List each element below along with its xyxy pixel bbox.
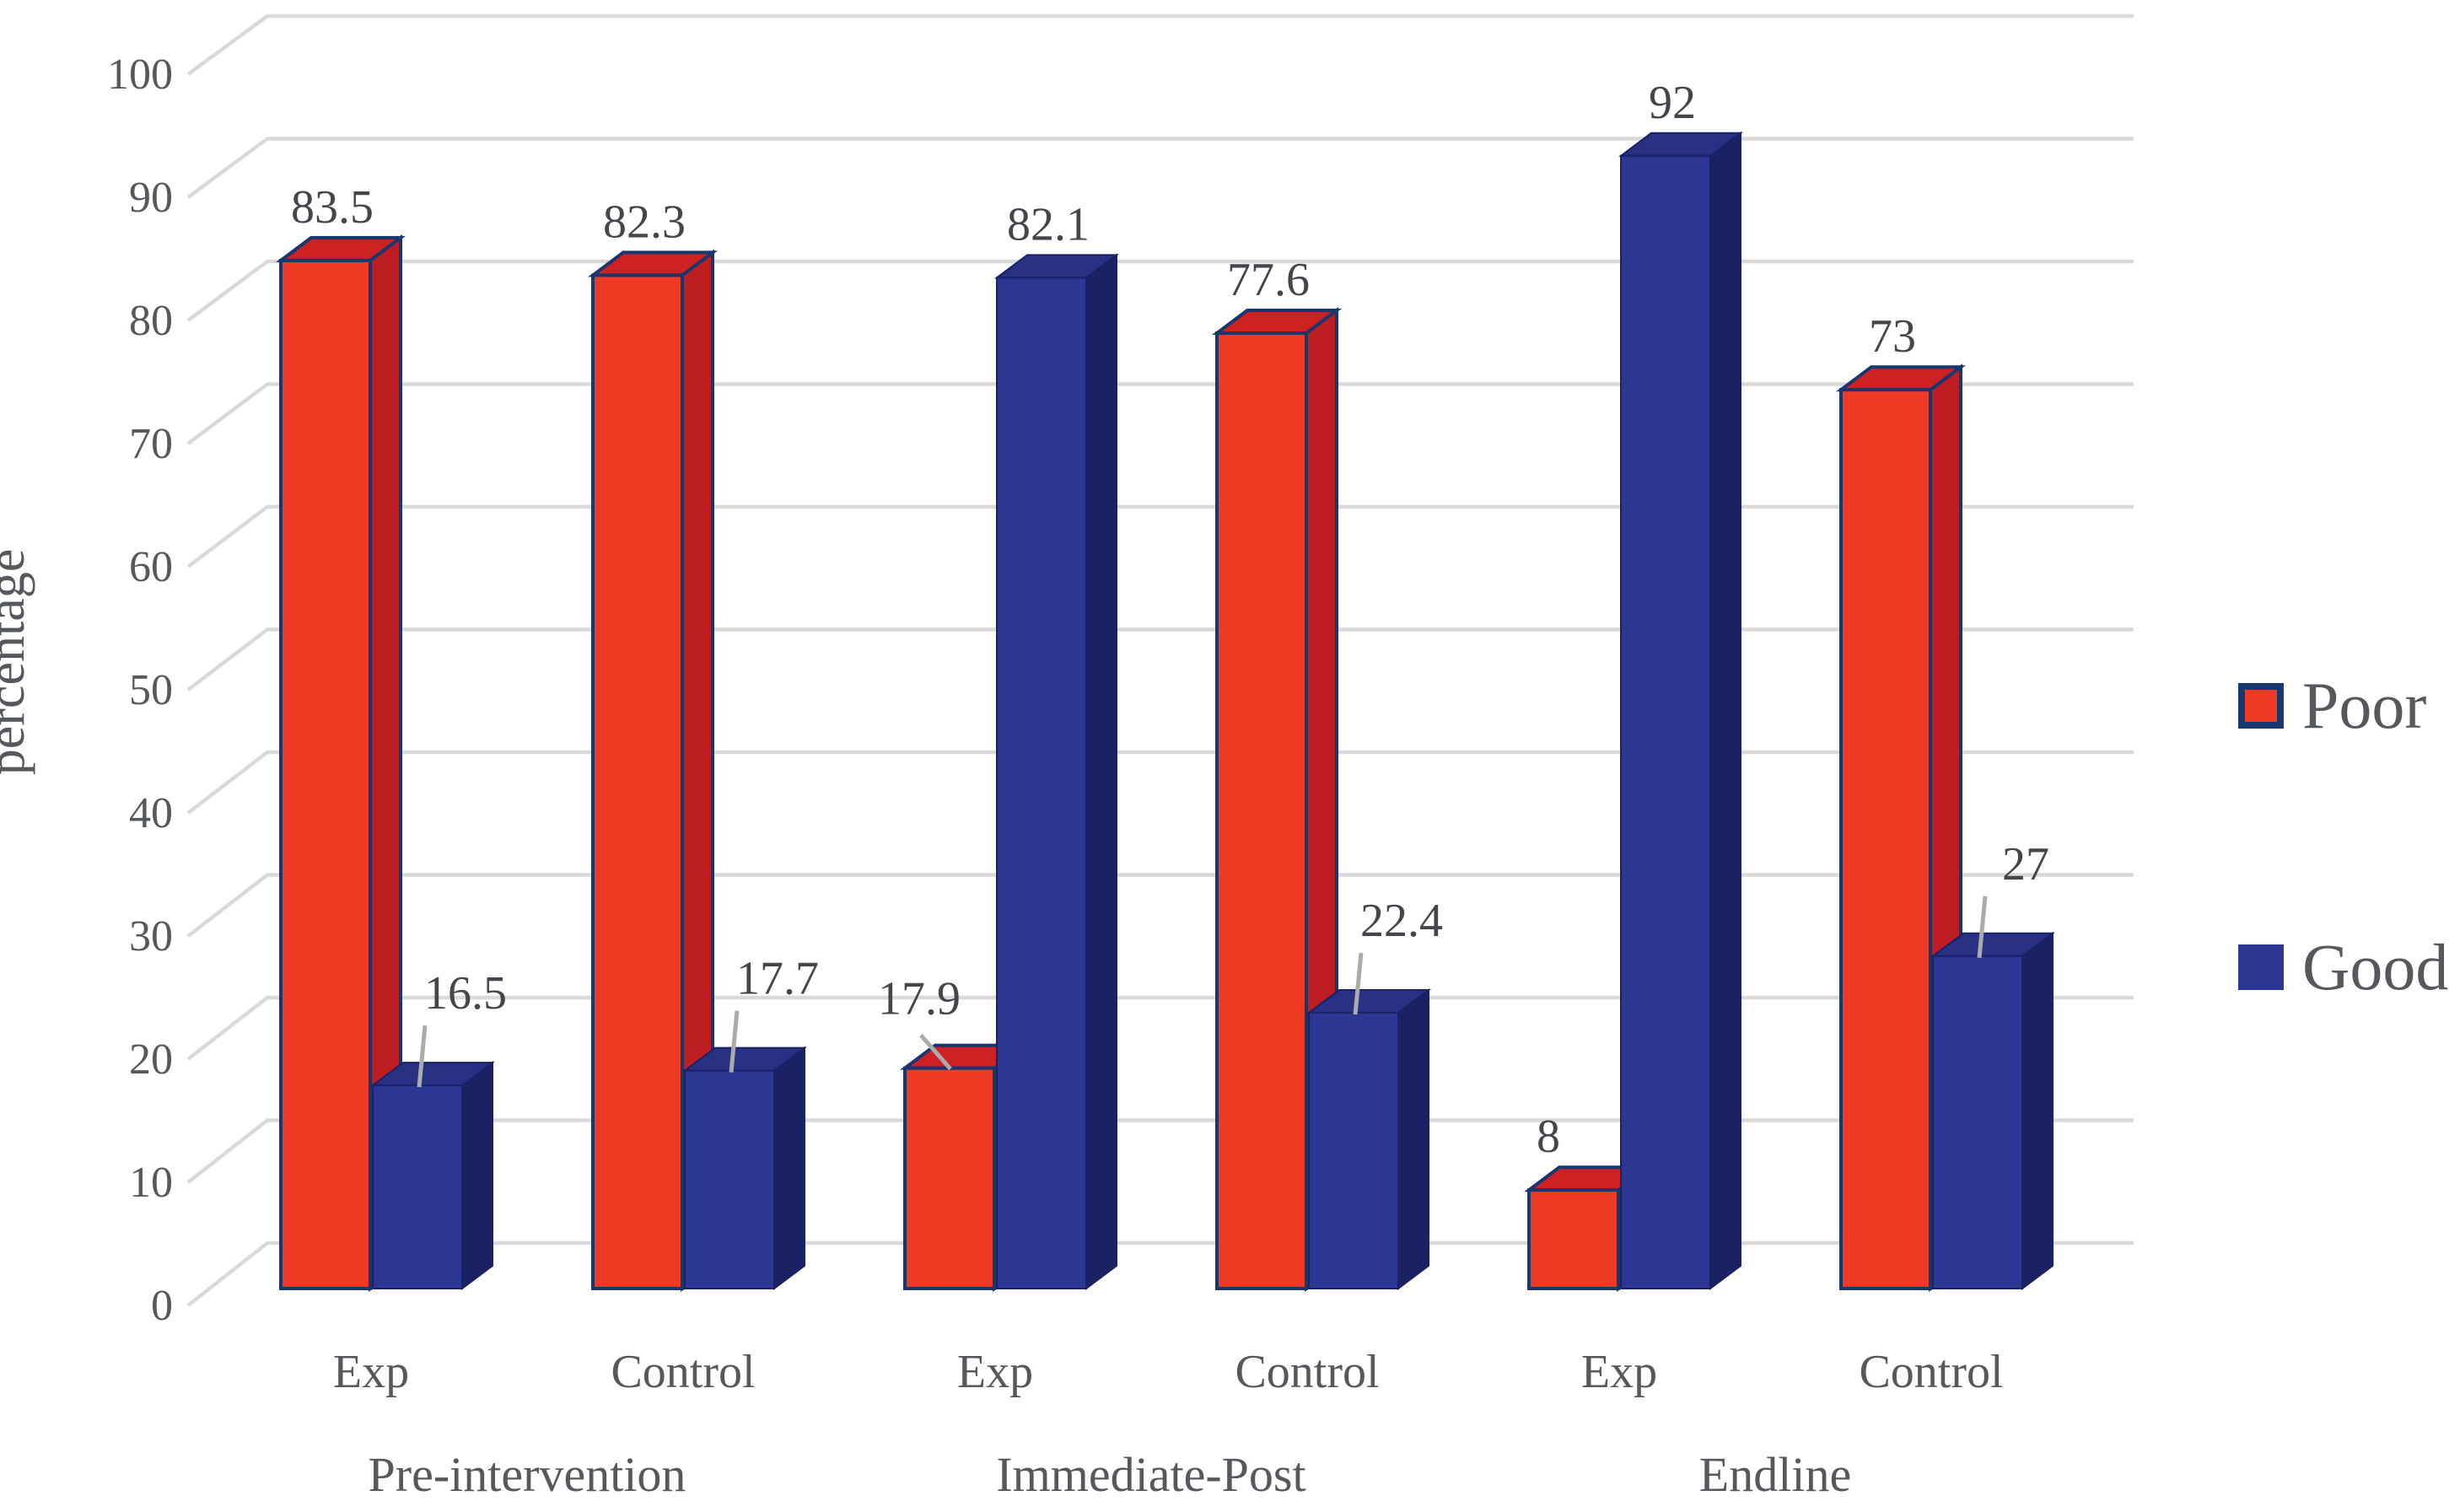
bar-poor-1-front [591,273,684,1290]
bar-poor-5-front [1839,388,1932,1291]
good-swatch-icon [2238,944,2284,990]
y-tick-label-20: 20 [129,1036,173,1084]
y-tick-label-70: 70 [129,420,173,468]
leader-line-good-3 [1353,952,1364,1015]
y-tick-label-30: 30 [129,912,173,960]
y-tick-label-10: 10 [129,1159,173,1207]
data-label-good-1: 17.7 [736,953,819,1005]
gridline-0 [186,1240,2134,1307]
gridline-20 [186,995,2134,1061]
data-label-good-2: 82.1 [1007,198,1090,250]
legend-item-poor: Poor [2238,673,2426,739]
legend: Poor Good [2226,0,2460,1512]
x-section-label-1: Immediate-Post [996,1447,1305,1502]
bar-good-5-side [2021,931,2054,1290]
x-category-label-4: Exp [1581,1346,1657,1398]
x-category-label-2: Exp [957,1346,1033,1398]
data-label-poor-4: 8 [1537,1111,1560,1163]
x-section-label-2: Endline [1699,1447,1851,1502]
poor-swatch-icon [2238,683,2284,729]
x-section-label-0: Pre-intervention [369,1447,686,1502]
bar-good-3-side [1397,987,1429,1290]
gridline-100 [186,13,2134,76]
legend-label-poor: Poor [2302,669,2427,742]
y-tick-label-100: 100 [107,51,173,99]
y-tick-label-90: 90 [129,174,173,222]
legend-item-good: Good [2238,934,2448,1000]
leader-line-good-1 [729,1010,740,1073]
y-tick-label-50: 50 [129,666,173,714]
data-label-poor-2: 17.9 [878,973,961,1025]
y-tick-label-40: 40 [129,789,173,837]
bar-poor-4-front [1527,1188,1620,1290]
x-category-label-3: Control [1235,1346,1379,1398]
gridline-50 [186,627,2134,691]
x-category-label-5: Control [1859,1346,2003,1398]
gridline-10 [186,1118,2134,1184]
bar-poor-2-front [903,1066,996,1291]
x-category-label-0: Exp [333,1346,409,1398]
data-label-good-3: 22.4 [1360,895,1443,947]
bar-good-1-side [773,1046,805,1290]
data-label-good-4: 92 [1649,77,1696,129]
data-label-good-5: 27 [2002,838,2049,891]
data-label-poor-1: 82.3 [603,196,686,248]
x-category-label-1: Control [611,1346,755,1398]
data-label-poor-0: 83.5 [291,181,374,234]
y-tick-label-60: 60 [129,543,173,591]
bar-good-2-front [996,277,1087,1290]
gridline-80 [186,259,2134,322]
leader-line-poor-2 [919,1034,952,1071]
y-tick-label-0: 0 [151,1282,173,1330]
y-tick-label-80: 80 [129,297,173,345]
bar-poor-3-front [1215,331,1308,1290]
data-label-poor-5: 73 [1869,310,1916,363]
bar-good-0-side [461,1061,493,1290]
gridline-60 [186,504,2134,568]
gridline-40 [186,750,2134,815]
leader-line-good-0 [417,1025,428,1088]
data-label-good-0: 16.5 [424,967,507,1020]
bar-good-0-front [372,1084,463,1289]
bar-good-5-front [1932,955,2023,1290]
leader-line-good-5 [1977,896,1988,959]
bar-good-4-front [1620,154,1711,1289]
data-label-poor-3: 77.6 [1227,254,1310,306]
legend-label-good: Good [2302,930,2449,1004]
gridline-90 [186,137,2134,199]
gridline-70 [186,382,2134,445]
bar-good-4-side [1709,131,1741,1290]
bar-poor-0-front [279,258,372,1290]
bar-good-1-front [684,1069,775,1289]
bar-good-3-front [1308,1011,1399,1289]
bar-good-2-side [1085,253,1117,1290]
gridline-30 [186,873,2134,938]
